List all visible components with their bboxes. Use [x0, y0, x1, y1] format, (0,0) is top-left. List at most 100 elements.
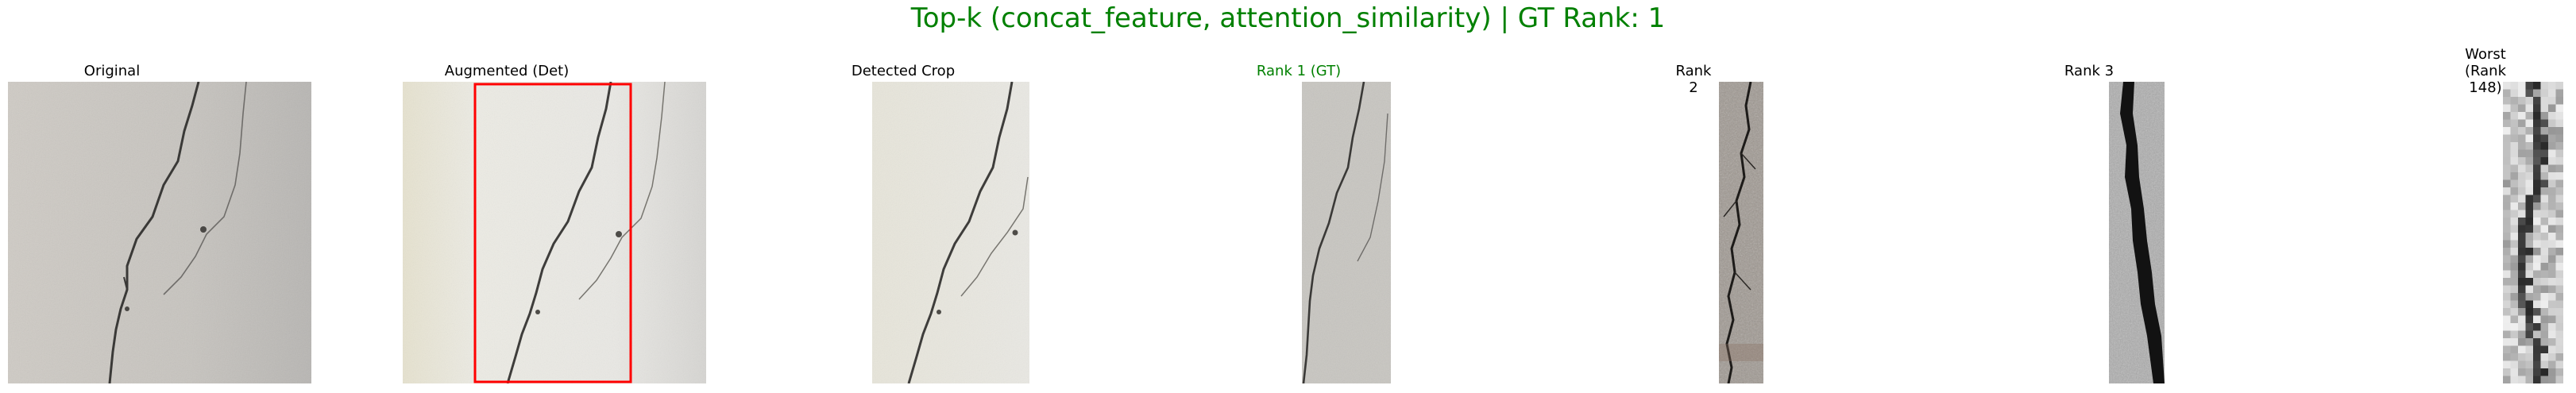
worst-image-pixel — [2548, 202, 2556, 210]
worst-image-pixel — [2548, 285, 2556, 294]
worst-image-pixel — [2525, 225, 2534, 233]
worst-image-pixel — [2533, 270, 2541, 279]
worst-image-pixel — [2540, 218, 2549, 225]
worst-image-pixel — [2518, 127, 2526, 135]
worst-image-pixel — [2518, 119, 2526, 128]
worst-image-pixel — [2533, 315, 2541, 324]
worst-image-pixel — [2555, 119, 2563, 128]
worst-image-pixel — [2503, 172, 2511, 180]
worst-image-pixel — [2548, 278, 2556, 286]
panel-title-original: Original — [83, 63, 141, 79]
worst-image-pixel — [2540, 104, 2549, 113]
worst-image-pixel — [2540, 225, 2549, 233]
worst-image-pixel — [2548, 142, 2556, 150]
worst-image-pixel — [2555, 323, 2563, 331]
worst-image-pixel — [2540, 255, 2549, 264]
worst-image-pixel — [2555, 263, 2563, 271]
worst-image-pixel — [2533, 172, 2541, 180]
worst-image-pixel — [2548, 218, 2556, 225]
worst-image-pixel — [2525, 134, 2534, 143]
worst-image-pixel — [2503, 149, 2511, 158]
worst-image-pixel — [2503, 315, 2511, 324]
worst-image-pixel — [2525, 263, 2534, 271]
worst-image-pixel — [2555, 195, 2563, 203]
worst-image-pixel — [2548, 97, 2556, 105]
worst-image-pixel — [2503, 89, 2511, 98]
worst-image-pixel — [2503, 82, 2511, 90]
worst-image-pixel — [2533, 97, 2541, 105]
worst-image-pixel — [2533, 330, 2541, 339]
worst-image-pixel — [2518, 255, 2526, 264]
worst-image-pixel — [2510, 210, 2519, 218]
worst-image-pixel — [2533, 210, 2541, 218]
worst-image-pixel — [2525, 376, 2534, 383]
worst-image-pixel — [2548, 104, 2556, 113]
worst-image-pixel — [2503, 278, 2511, 286]
worst-image-pixel — [2555, 338, 2563, 346]
panel-title-detected-crop: Detected Crop — [851, 63, 956, 79]
worst-image-pixel — [2510, 308, 2519, 316]
worst-image-pixel — [2540, 240, 2549, 249]
panel-title-rank-3: Rank 3 — [2064, 63, 2114, 79]
worst-image-pixel — [2518, 157, 2526, 165]
worst-image-pixel — [2518, 142, 2526, 150]
worst-image-pixel — [2503, 376, 2511, 383]
worst-image-pixel — [2525, 240, 2534, 249]
worst-image-pixel — [2548, 338, 2556, 346]
worst-image-pixel — [2503, 263, 2511, 271]
worst-image-pixel — [2525, 112, 2534, 120]
worst-image-pixel — [2510, 345, 2519, 354]
worst-image-pixel — [2533, 218, 2541, 225]
worst-image-pixel — [2525, 187, 2534, 195]
worst-image-pixel — [2548, 225, 2556, 233]
worst-image-pixel — [2555, 308, 2563, 316]
worst-image-pixel — [2503, 104, 2511, 113]
worst-image-pixel — [2518, 164, 2526, 173]
worst-image-pixel — [2510, 330, 2519, 339]
worst-image-pixel — [2518, 225, 2526, 233]
worst-image-pixel — [2555, 127, 2563, 135]
worst-image-pixel — [2555, 300, 2563, 309]
worst-image — [2503, 82, 2563, 383]
worst-image-pixel — [2548, 308, 2556, 316]
worst-image-pixel — [2525, 330, 2534, 339]
worst-image-pixel — [2503, 218, 2511, 225]
worst-image-pixel — [2540, 134, 2549, 143]
worst-image-pixel — [2540, 202, 2549, 210]
worst-image-pixel — [2503, 308, 2511, 316]
worst-image-pixel — [2525, 172, 2534, 180]
worst-image-pixel — [2540, 376, 2549, 383]
worst-image-pixel — [2518, 293, 2526, 301]
worst-image-pixel — [2540, 119, 2549, 128]
worst-image-pixel — [2518, 97, 2526, 105]
worst-image-pixel — [2555, 353, 2563, 361]
worst-image-pixel — [2510, 164, 2519, 173]
rank-3-image — [2109, 82, 2165, 383]
worst-image-pixel — [2510, 278, 2519, 286]
worst-image-pixel — [2510, 112, 2519, 120]
worst-image-pixel — [2555, 218, 2563, 225]
worst-image-pixel — [2525, 315, 2534, 324]
detected-crop-image — [872, 82, 1029, 383]
worst-image-pixel — [2540, 127, 2549, 135]
worst-image-pixel — [2525, 255, 2534, 264]
worst-image-pixel — [2548, 255, 2556, 264]
worst-image-pixel — [2510, 300, 2519, 309]
worst-image-pixel — [2540, 157, 2549, 165]
worst-image-pixel — [2510, 263, 2519, 271]
worst-image-pixel — [2503, 248, 2511, 256]
worst-image-pixel — [2555, 255, 2563, 264]
worst-image-pixel — [2548, 368, 2556, 376]
worst-image-pixel — [2548, 353, 2556, 361]
worst-image-pixel — [2518, 233, 2526, 241]
worst-image-pixel — [2518, 345, 2526, 354]
worst-image-pixel — [2510, 270, 2519, 279]
worst-image-pixel — [2540, 315, 2549, 324]
worst-image-pixel — [2555, 368, 2563, 376]
worst-image-pixel — [2533, 345, 2541, 354]
worst-image-pixel — [2525, 368, 2534, 376]
worst-image-pixel — [2518, 248, 2526, 256]
worst-image-pixel — [2540, 345, 2549, 354]
worst-image-pixel — [2525, 248, 2534, 256]
worst-image-pixel — [2518, 240, 2526, 249]
